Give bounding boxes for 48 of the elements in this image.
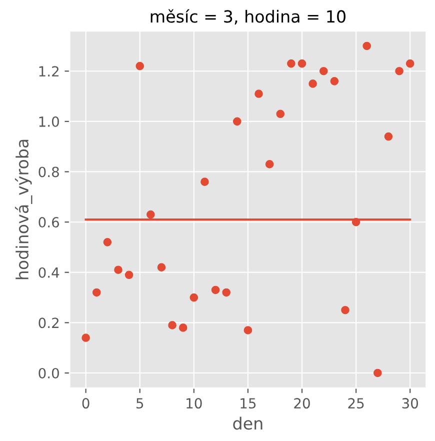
- point: [168, 321, 176, 330]
- point: [114, 266, 122, 274]
- y-tick-label: 0.2: [38, 318, 58, 328]
- point: [157, 263, 166, 272]
- point: [211, 286, 220, 294]
- y-tick-label: 1.2: [39, 66, 58, 76]
- y-tick-label: 0.6: [38, 217, 60, 228]
- chart-title: měsíc = 3, hodina = 10: [150, 9, 346, 24]
- point: [341, 306, 350, 314]
- point: [232, 117, 242, 126]
- x-tick-label: 0: [82, 398, 90, 409]
- y-tick-label: 1.0: [39, 116, 59, 127]
- point: [352, 218, 360, 226]
- y-axis-title: hodinová_výroba: [14, 140, 32, 280]
- point: [92, 288, 101, 297]
- x-tick-label: 5: [136, 398, 144, 409]
- x-tick-label: 30: [402, 398, 418, 409]
- point: [244, 326, 252, 334]
- point: [308, 80, 317, 88]
- x-axis-title: den: [233, 416, 262, 430]
- x-tick-label: 25: [348, 398, 364, 409]
- point: [82, 334, 90, 342]
- point: [146, 210, 155, 219]
- point: [254, 90, 263, 98]
- point: [190, 293, 198, 302]
- point: [319, 66, 328, 76]
- point: [222, 288, 230, 297]
- point: [330, 77, 339, 86]
- point: [287, 59, 296, 68]
- point: [298, 59, 306, 68]
- point: [103, 238, 112, 246]
- point: [124, 270, 134, 280]
- x-tick-label: 15: [240, 398, 256, 409]
- point: [276, 110, 285, 118]
- point: [374, 368, 382, 378]
- y-tick-label: 0.4: [38, 267, 60, 278]
- point: [384, 132, 393, 141]
- point: [136, 62, 144, 70]
- point: [178, 324, 188, 332]
- point: [406, 59, 414, 68]
- y-tick-label: 0.8: [38, 166, 59, 178]
- x-tick-label: 10: [186, 398, 202, 409]
- point: [362, 42, 372, 50]
- y-tick-label: 0.0: [38, 368, 59, 378]
- point: [395, 66, 404, 76]
- x-tick-label: 20: [294, 398, 310, 409]
- point: [200, 178, 209, 186]
- point: [265, 160, 274, 168]
